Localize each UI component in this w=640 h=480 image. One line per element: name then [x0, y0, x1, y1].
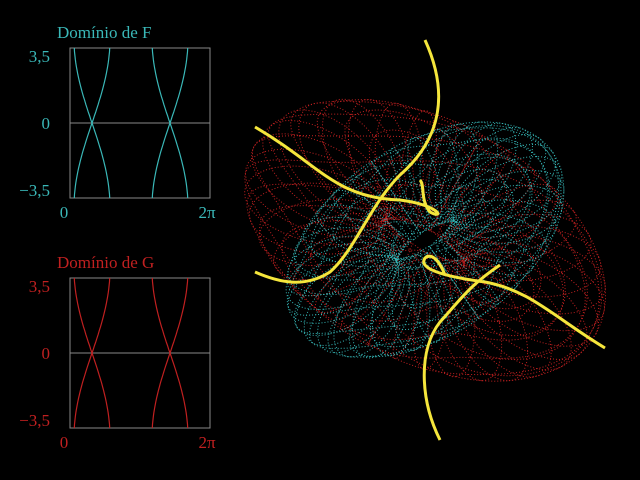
y-tick-label: 0 [42, 344, 51, 363]
mesh-line [356, 200, 465, 270]
mesh-line [293, 227, 400, 281]
mesh-line [444, 126, 534, 224]
mesh-line [348, 156, 533, 358]
y-tick-label: 0 [42, 114, 51, 133]
y-tick-label: 3,5 [29, 277, 50, 296]
mesh-line [287, 247, 398, 324]
curve [422, 254, 606, 350]
mesh-line [437, 149, 510, 239]
mesh-line [444, 223, 534, 276]
mesh-line [399, 110, 438, 224]
panel-title: Domínio de F [57, 23, 151, 42]
mesh-line [445, 166, 536, 246]
mesh-line [339, 203, 480, 286]
domain-curve [151, 47, 189, 199]
mesh-line [258, 205, 565, 341]
mesh-line [246, 183, 589, 359]
mesh-line [452, 156, 563, 233]
x-tick-label: 0 [60, 433, 69, 452]
mesh-line [258, 198, 391, 267]
mesh-line [294, 153, 531, 278]
domain-curve [151, 277, 189, 429]
mesh-line [463, 234, 606, 315]
y-tick-label: −3,5 [19, 411, 50, 430]
mesh-line [286, 139, 550, 297]
curve [422, 263, 501, 441]
mesh-line [262, 120, 391, 227]
mesh-line [429, 134, 483, 232]
x-tick-label: 2π [198, 433, 216, 452]
mesh-line [408, 253, 443, 343]
domain-curve [73, 277, 111, 429]
mesh-line [293, 251, 400, 337]
mesh-line [287, 235, 398, 296]
y-tick-label: −3,5 [19, 181, 50, 200]
panel-title: Domínio de G [57, 253, 154, 272]
mesh-line [463, 242, 605, 332]
mesh-line [294, 121, 565, 335]
mesh-line [392, 214, 475, 309]
mesh-line [244, 148, 387, 238]
mesh-line [451, 183, 558, 256]
mesh-line [285, 241, 398, 311]
y-tick-label: 3,5 [29, 47, 50, 66]
mesh-line [278, 109, 396, 224]
curve [254, 125, 440, 216]
surface-mesh [244, 98, 607, 382]
mesh-line [450, 143, 557, 229]
mesh-line [321, 98, 407, 220]
mesh-line [251, 135, 607, 382]
mesh-line [440, 122, 517, 223]
mesh-line [367, 248, 421, 346]
mesh-line [440, 232, 518, 291]
mesh-line [461, 248, 600, 347]
mesh-line [434, 121, 499, 222]
mesh-line [407, 137, 442, 227]
mesh-line [340, 241, 413, 331]
mesh-line [316, 204, 406, 257]
mesh-line [450, 199, 557, 253]
mesh-line [327, 137, 548, 358]
mesh-line [308, 124, 560, 349]
mesh-line [351, 258, 416, 359]
mesh-line [314, 234, 405, 314]
mesh-line [435, 259, 503, 382]
mesh-line [332, 189, 410, 248]
x-tick-label: 2π [198, 203, 216, 222]
curve [254, 39, 441, 284]
x-tick-label: 0 [60, 203, 69, 222]
mesh-line [244, 165, 387, 246]
mesh-line [333, 257, 410, 358]
mesh-line [244, 159, 603, 376]
mesh-line [267, 113, 600, 377]
mesh-line [391, 255, 431, 352]
mesh-line [377, 215, 459, 288]
yellow-curves [254, 39, 606, 441]
mesh-line [290, 100, 586, 361]
mesh-line [332, 184, 484, 261]
mesh-line [449, 259, 552, 378]
mesh-line [387, 199, 495, 331]
domain-curve [73, 47, 111, 199]
